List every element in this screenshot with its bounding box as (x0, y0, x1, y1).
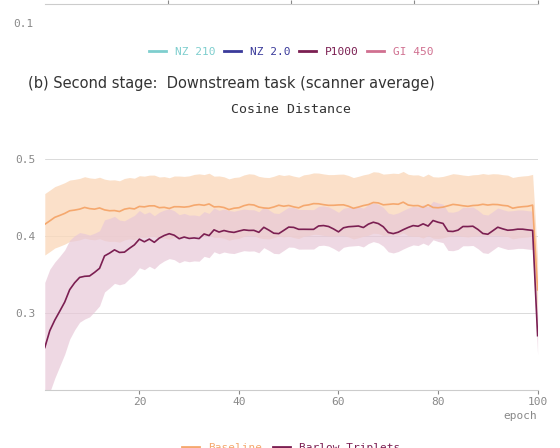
Legend: Baseline, Barlow Triplets: Baseline, Barlow Triplets (178, 438, 404, 448)
Text: (b) Second stage:  Downstream task (scanner average): (b) Second stage: Downstream task (scann… (28, 76, 435, 91)
Text: 0.1: 0.1 (13, 19, 33, 29)
Text: epoch: epoch (504, 411, 538, 421)
Title: Cosine Distance: Cosine Distance (231, 103, 351, 116)
Legend: NZ 210, NZ 2.0, P1000, GI 450: NZ 210, NZ 2.0, P1000, GI 450 (149, 47, 433, 57)
